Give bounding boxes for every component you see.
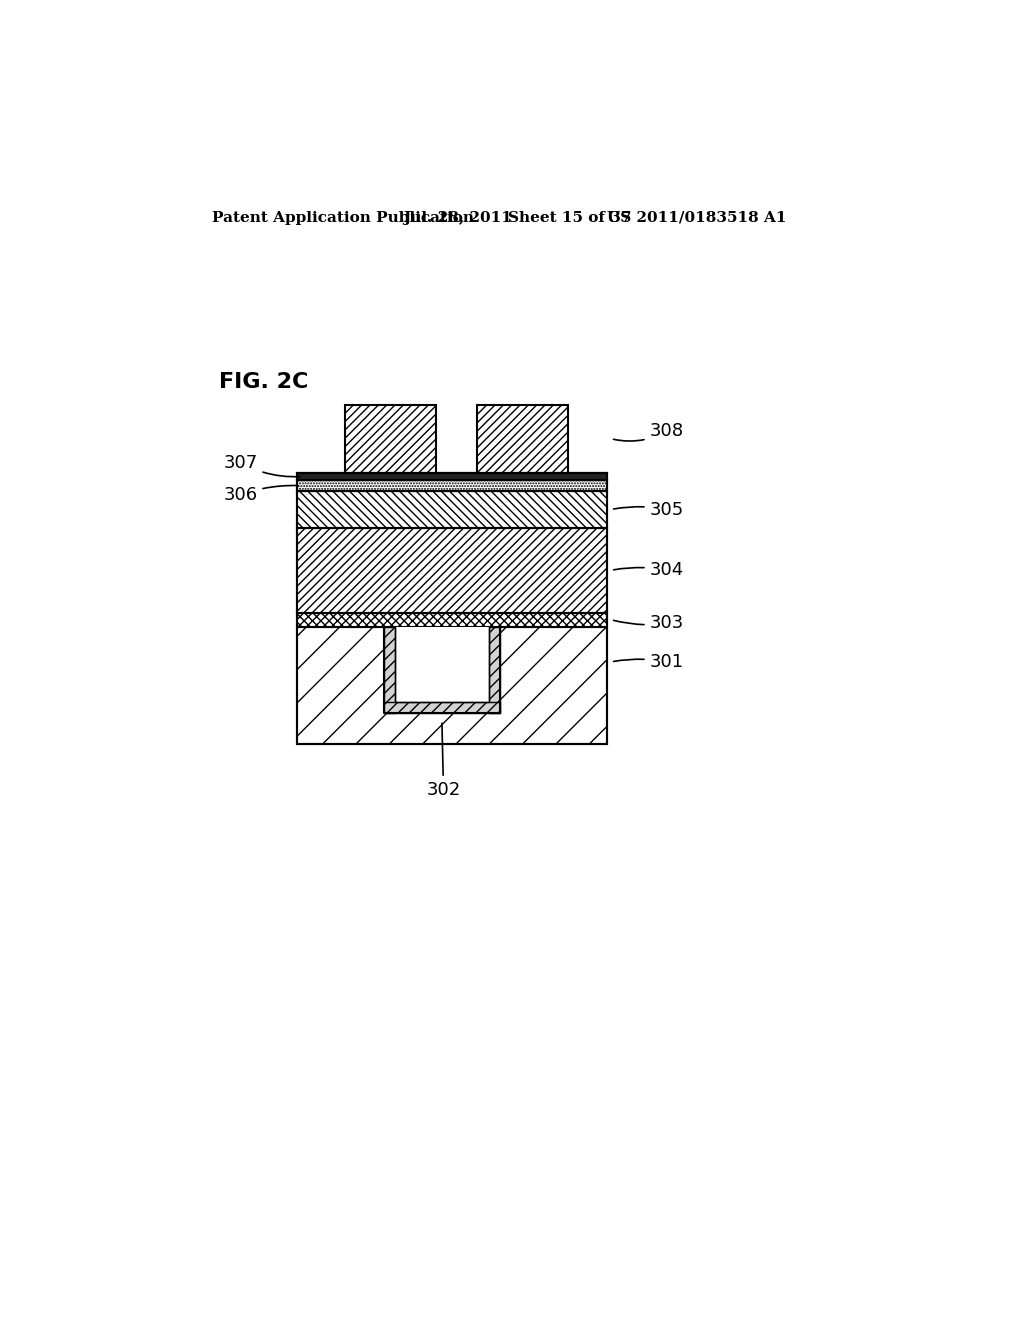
Bar: [489, 627, 500, 713]
Text: Sheet 15 of 37: Sheet 15 of 37: [508, 211, 631, 224]
Bar: [384, 702, 500, 713]
Text: 308: 308: [613, 422, 684, 441]
Text: 304: 304: [613, 561, 684, 579]
Text: FIG. 2C: FIG. 2C: [219, 372, 309, 392]
Bar: [384, 627, 394, 713]
Bar: [297, 491, 607, 528]
Text: 301: 301: [613, 653, 684, 671]
Bar: [297, 473, 607, 743]
Bar: [297, 473, 607, 480]
Bar: [345, 405, 436, 473]
Text: 302: 302: [426, 723, 461, 799]
Text: 303: 303: [613, 615, 684, 632]
Bar: [297, 612, 607, 627]
Text: 305: 305: [613, 500, 684, 519]
Bar: [477, 405, 568, 473]
Bar: [297, 480, 607, 491]
Text: Patent Application Publication: Patent Application Publication: [212, 211, 474, 224]
Text: 307: 307: [223, 454, 300, 477]
Text: US 2011/0183518 A1: US 2011/0183518 A1: [607, 211, 786, 224]
Bar: [297, 627, 607, 743]
Text: 306: 306: [223, 486, 298, 504]
Bar: [394, 627, 489, 702]
Text: Jul. 28, 2011: Jul. 28, 2011: [403, 211, 512, 224]
Bar: [297, 528, 607, 612]
